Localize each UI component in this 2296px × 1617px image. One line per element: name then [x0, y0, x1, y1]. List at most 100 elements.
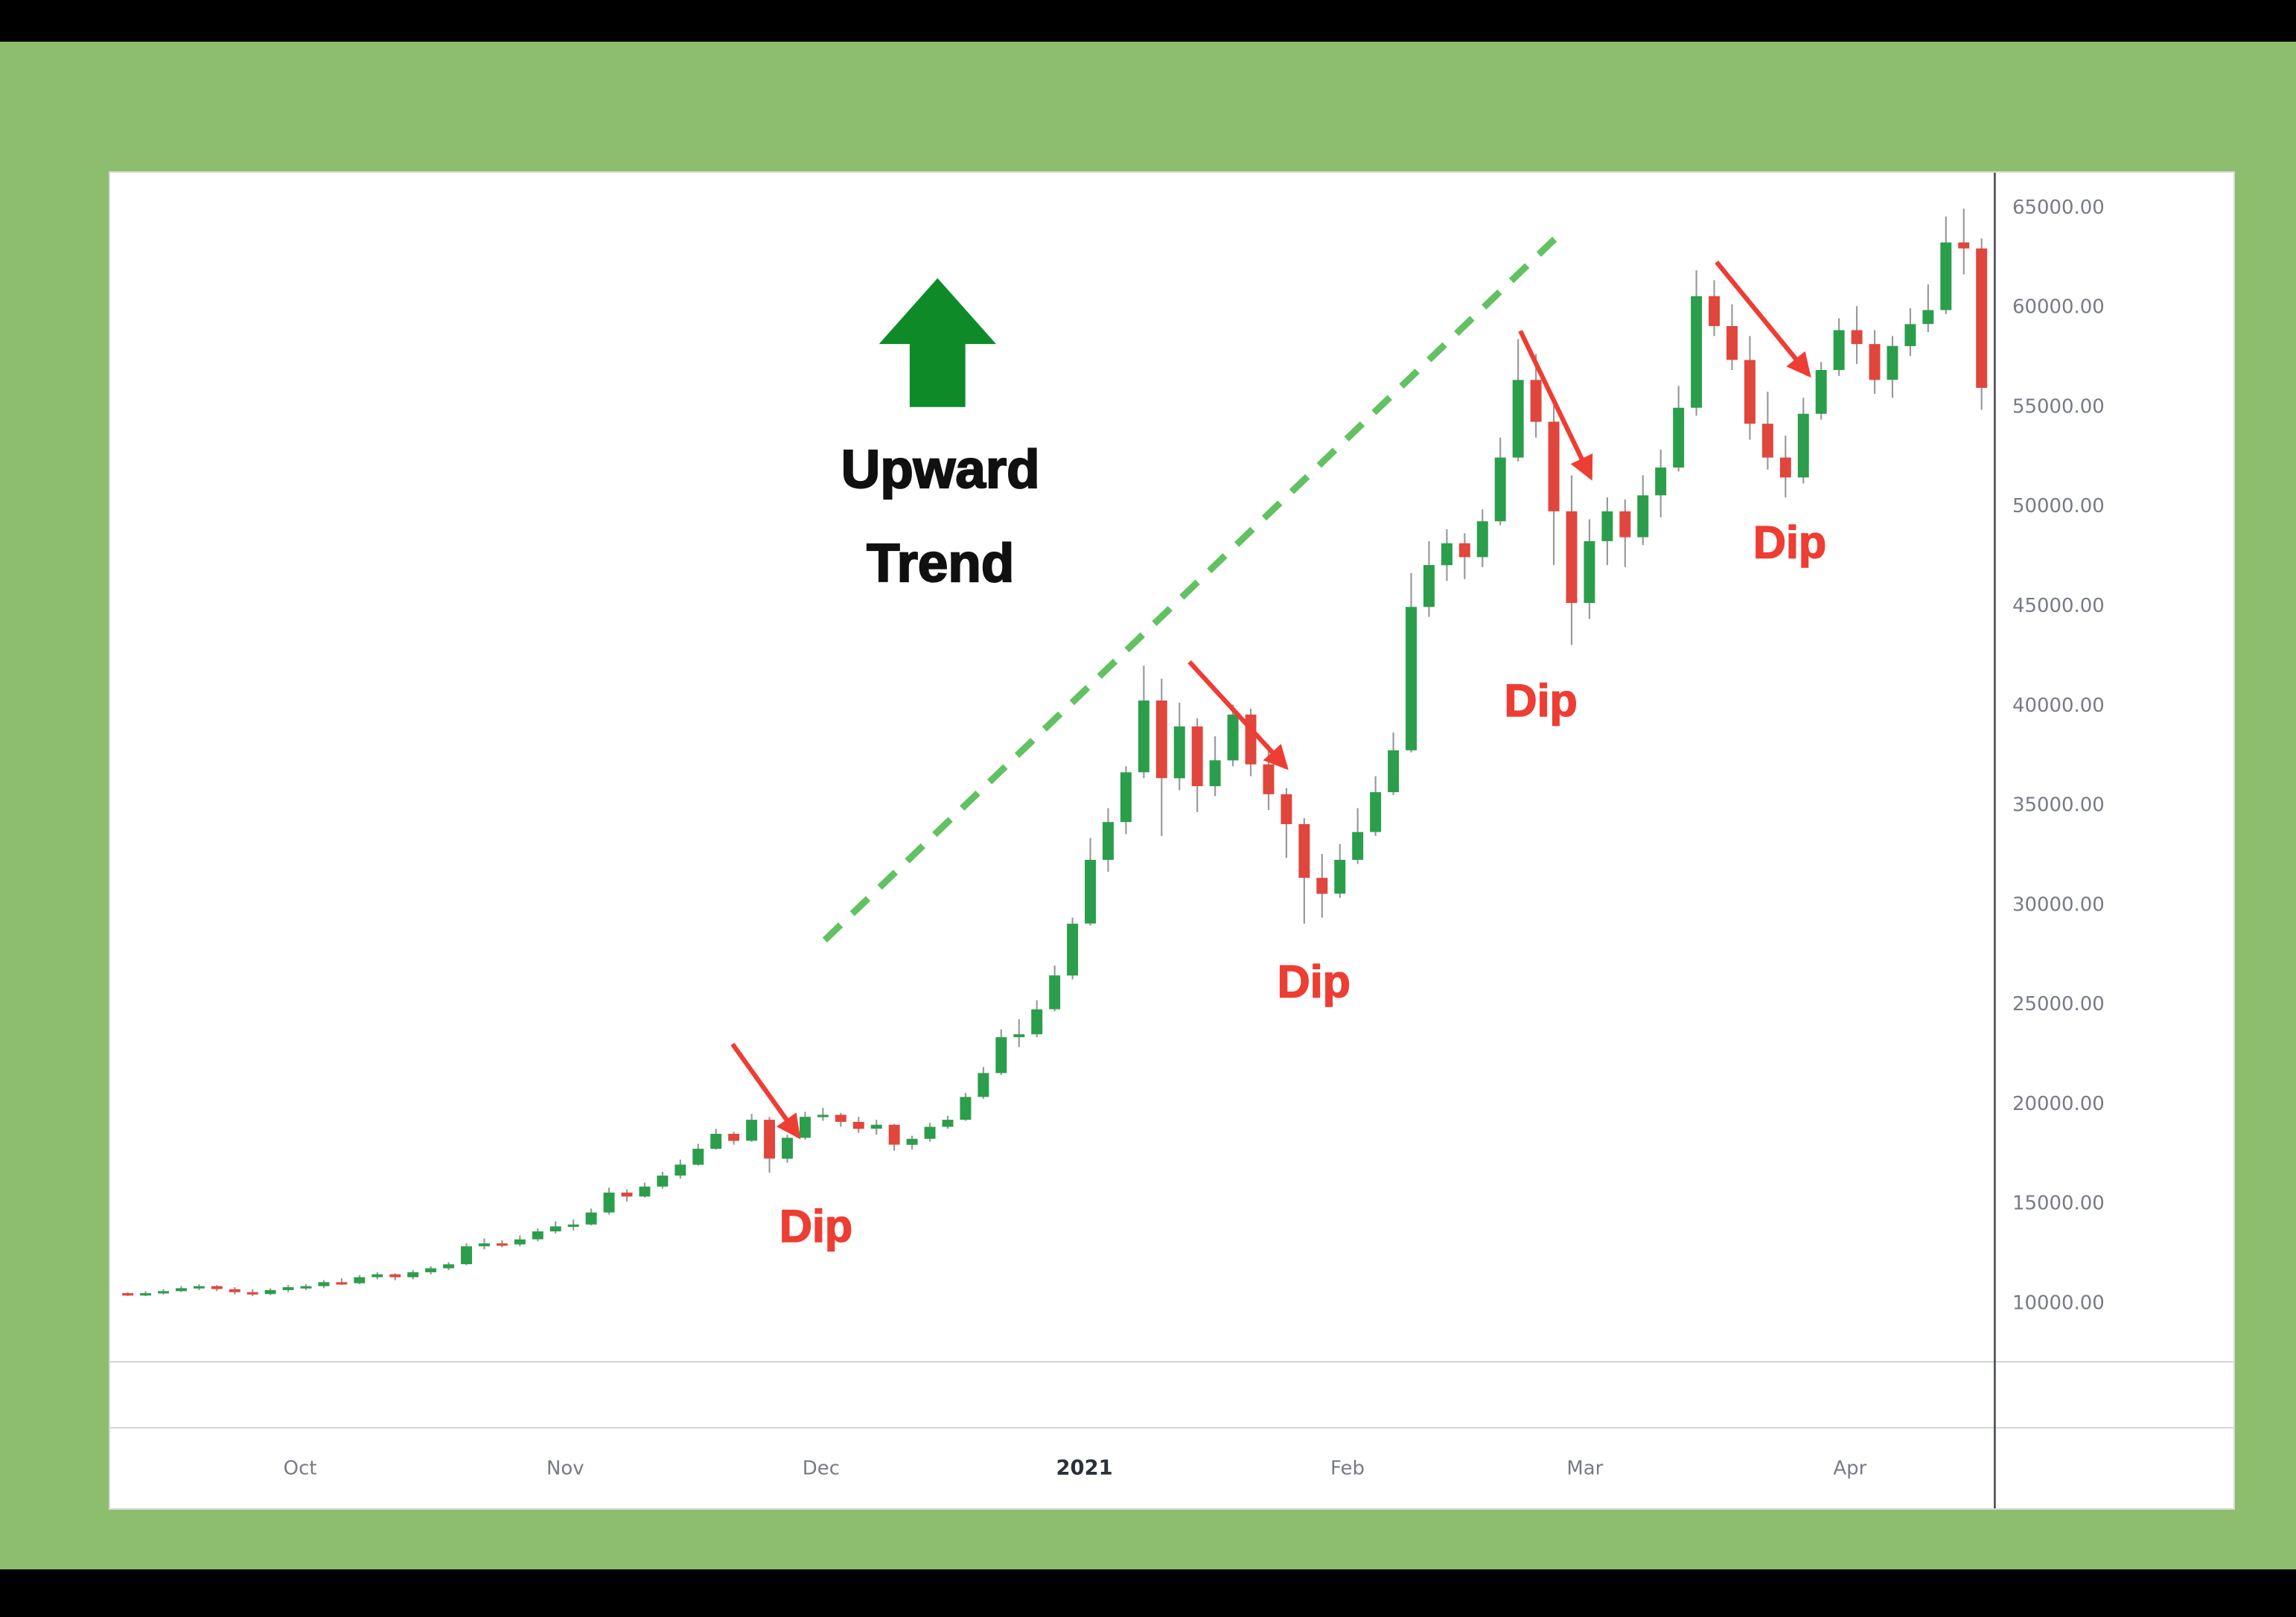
candle-body — [478, 1243, 490, 1247]
candle-body — [371, 1274, 383, 1278]
up-arrow-icon — [878, 278, 996, 407]
candle-body — [1797, 413, 1809, 478]
candle-body — [657, 1176, 669, 1187]
candle-body — [1031, 1009, 1043, 1035]
candle-body — [675, 1164, 686, 1176]
candle-body — [1476, 521, 1488, 558]
candle-body — [1067, 923, 1079, 976]
candle-body — [175, 1288, 187, 1292]
candle-body — [1103, 822, 1114, 860]
candle-body — [282, 1286, 294, 1290]
candle-body — [835, 1114, 846, 1122]
time-axis-label: Apr — [1833, 1458, 1866, 1480]
candle-body — [1316, 878, 1328, 894]
dip-label-4: Dip — [1753, 517, 1826, 567]
price-axis-label: 35000.00 — [2012, 794, 2105, 817]
candle-body — [1120, 772, 1132, 823]
dip-arrow-4 — [1715, 261, 1811, 378]
candle-body — [1441, 543, 1452, 566]
candle-body — [1851, 330, 1863, 345]
candle-body — [1209, 760, 1221, 787]
price-axis-label: 55000.00 — [2012, 395, 2105, 418]
time-axis-label: Mar — [1566, 1458, 1603, 1480]
time-axis-labels: Oct Nov Dec 2021 Feb Mar Apr — [284, 1457, 1867, 1480]
candle-body — [1370, 792, 1382, 832]
candle-body — [318, 1282, 330, 1286]
candle-body — [995, 1037, 1007, 1074]
candle-body — [1726, 325, 1738, 360]
dip-arrow-3 — [1518, 330, 1593, 481]
candle-body — [924, 1126, 936, 1139]
candle-body — [764, 1120, 776, 1159]
price-axis-label: 10000.00 — [2012, 1292, 2105, 1314]
candle-body — [1637, 495, 1649, 538]
candle-body — [1976, 248, 1988, 388]
candle-body — [746, 1120, 758, 1141]
dip-label-3: Dip — [1505, 675, 1578, 726]
trend-label-line1: Upward — [841, 439, 1040, 500]
candle-body — [425, 1268, 437, 1272]
candle-body — [549, 1226, 561, 1232]
candle-body — [496, 1243, 508, 1246]
candle-body — [1922, 310, 1934, 325]
candle-body — [211, 1286, 223, 1289]
dip-label-1: Dip — [779, 1201, 852, 1251]
candle-body — [514, 1239, 526, 1245]
candle-body — [870, 1124, 882, 1129]
time-axis-label: 2021 — [1056, 1457, 1113, 1480]
candle-body — [567, 1224, 579, 1227]
candle-body — [1191, 726, 1203, 787]
candle-body — [1744, 360, 1756, 424]
candle-body — [140, 1293, 152, 1296]
candlestick-chart: 65000.00 60000.00 55000.00 50000.00 45000.00… — [110, 173, 2233, 1508]
candle-body — [1691, 296, 1703, 408]
candle-body — [782, 1138, 793, 1159]
candle-body — [1566, 511, 1578, 603]
price-axis-label: 65000.00 — [2012, 197, 2105, 219]
price-axis-label: 20000.00 — [2012, 1093, 2105, 1115]
price-axis-label: 15000.00 — [2012, 1193, 2105, 1215]
candle-body — [443, 1264, 455, 1269]
candle-body — [1281, 794, 1292, 824]
candle-body — [1709, 296, 1721, 326]
candle-body — [1584, 540, 1595, 603]
chart-panel: 65000.00 60000.00 55000.00 50000.00 45000.00… — [110, 173, 2233, 1508]
candle-body — [1815, 369, 1827, 414]
trend-dashed-line — [822, 229, 1566, 943]
candle-body — [1494, 457, 1506, 522]
candle-body — [1869, 344, 1881, 380]
candle-body — [246, 1292, 258, 1295]
price-axis-label: 50000.00 — [2012, 495, 2105, 517]
candle-body — [1173, 726, 1185, 779]
candle-body — [1263, 764, 1275, 794]
candle-body — [158, 1291, 169, 1294]
candle-body — [1958, 242, 1970, 249]
candle-body — [1013, 1034, 1025, 1038]
candle-body — [1458, 543, 1470, 558]
candle-body — [1352, 832, 1364, 860]
time-axis-label: Dec — [803, 1458, 840, 1480]
candle-body — [888, 1124, 900, 1145]
candle-body — [122, 1293, 134, 1296]
time-axis-label: Feb — [1330, 1458, 1365, 1480]
time-axis-label: Nov — [546, 1458, 584, 1480]
candle-body — [906, 1138, 918, 1145]
candle-body — [1298, 823, 1310, 878]
price-axis-label: 25000.00 — [2012, 993, 2105, 1015]
candle-body — [1138, 700, 1149, 773]
price-axis-label: 30000.00 — [2012, 893, 2105, 916]
candle-body — [461, 1246, 473, 1265]
candle-body — [1904, 324, 1916, 346]
candle-body — [1155, 700, 1167, 779]
candle-body — [1940, 242, 1952, 310]
candle-body — [1619, 511, 1631, 538]
candle-body — [1334, 859, 1346, 894]
candle-body — [389, 1274, 401, 1278]
candle-body — [532, 1231, 543, 1240]
candle-body — [1833, 330, 1845, 370]
candle-body — [1085, 859, 1097, 924]
candle-body — [710, 1134, 722, 1149]
dip-arrow-1 — [730, 1042, 801, 1140]
candle-body — [692, 1149, 704, 1165]
